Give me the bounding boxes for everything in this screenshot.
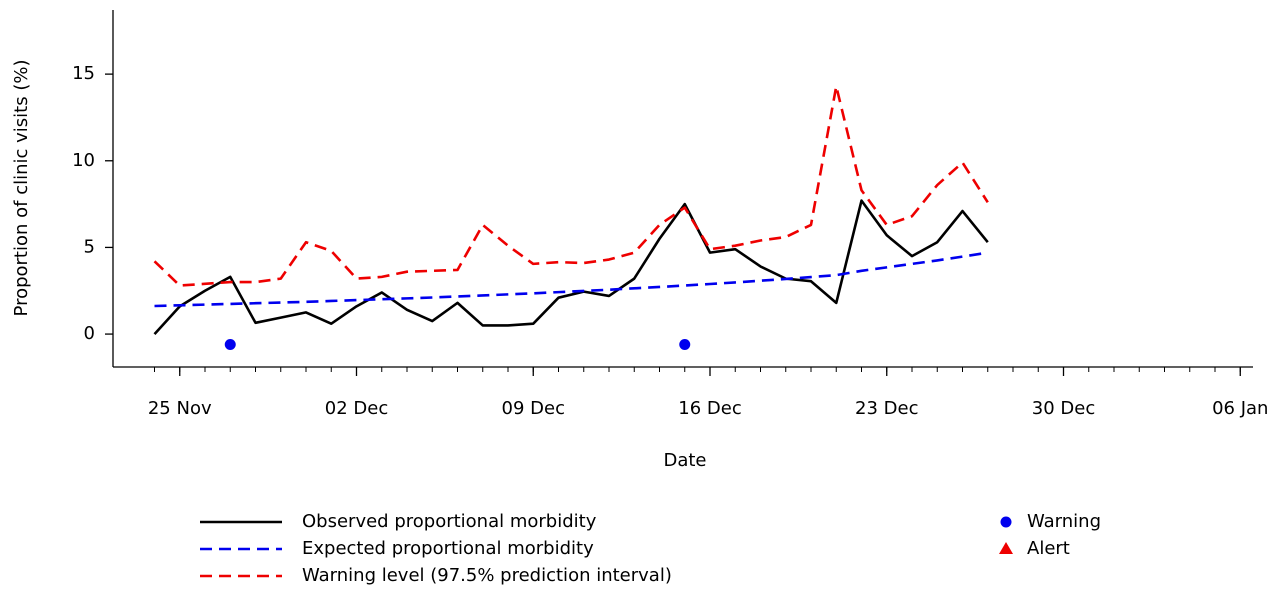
legend-label: Alert — [1027, 538, 1070, 559]
y-axis-label: Proportion of clinic visits (%) — [11, 60, 32, 317]
series-line — [154, 251, 988, 308]
y-tick-label: 0 — [84, 323, 95, 344]
legend-label: Observed proportional morbidity — [302, 511, 597, 532]
x-tick-label: 16 Dec — [678, 398, 741, 419]
x-tick-label: 23 Dec — [855, 398, 918, 419]
legend-label: Warning — [1027, 511, 1101, 532]
x-tick-label: 09 Dec — [502, 398, 565, 419]
x-tick-label: 25 Nov — [148, 398, 212, 419]
y-tick-label: 15 — [72, 63, 95, 84]
legend-label: Warning level (97.5% prediction interval… — [302, 565, 672, 586]
series-line — [153, 84, 989, 287]
series-line — [153, 199, 989, 335]
legend-label: Expected proportional morbidity — [302, 538, 594, 559]
point-marker — [224, 338, 236, 350]
legend-swatch — [999, 542, 1013, 554]
x-tick-label: 06 Jan — [1212, 398, 1268, 419]
x-tick-label: 30 Dec — [1032, 398, 1095, 419]
y-tick-label: 5 — [84, 236, 95, 257]
x-tick-label: 02 Dec — [325, 398, 388, 419]
point-marker — [679, 338, 691, 350]
y-tick-label: 10 — [72, 150, 95, 171]
x-axis-label: Date — [663, 450, 706, 471]
legend-swatch — [1000, 516, 1012, 528]
